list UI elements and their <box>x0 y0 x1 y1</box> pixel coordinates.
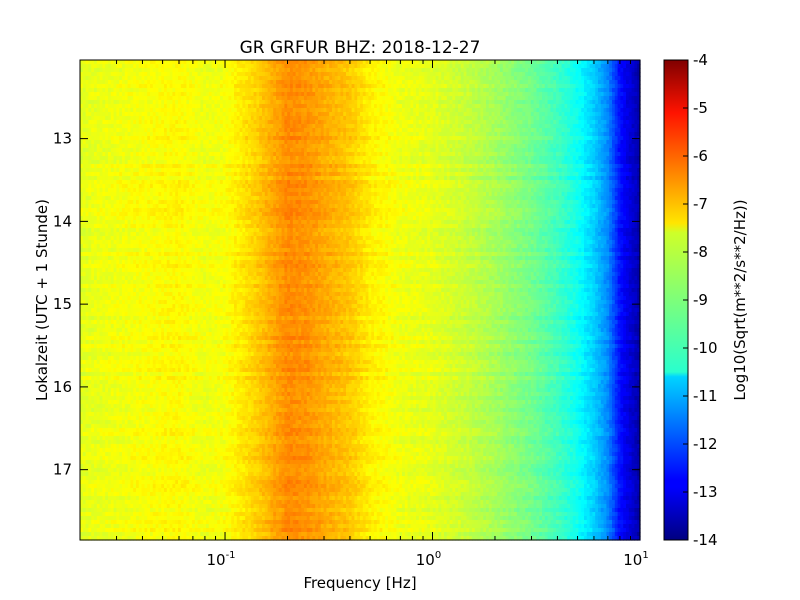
spectrogram-heatmap <box>80 60 641 541</box>
chart-title: GR GRFUR BHZ: 2018-12-27 <box>240 38 481 58</box>
